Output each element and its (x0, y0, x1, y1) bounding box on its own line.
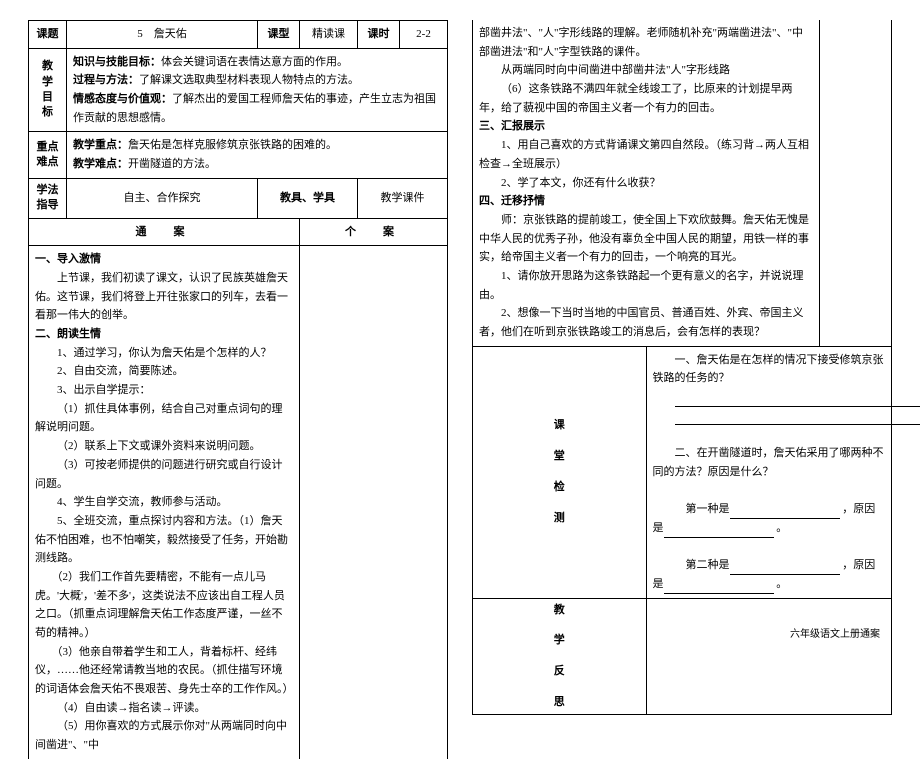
reflect-content (646, 598, 892, 715)
rp-1: 部凿井法"、"人"字形线路的理解。老师随机补充"两端凿进法"、"中部凿进法"和"… (479, 24, 813, 61)
right-top-right-empty (820, 20, 892, 346)
row-test: 课堂检测 一、詹天佑是在怎样的情况下接受修筑京张铁路的任务的？ 二、在开凿隧道时… (473, 346, 892, 598)
kp-2: 教学难点：开凿隧道的方法。 (73, 155, 441, 174)
value-keti: 5 詹天佑 (67, 21, 258, 49)
right-top-left: 部凿井法"、"人"字形线路的理解。老师随机补充"两端凿进法"、"中部凿进法"和"… (473, 20, 820, 346)
tools-value: 教学课件 (358, 178, 448, 218)
goal-2: 过程与方法：了解课文选取典型材料表现人物特点的方法。 (73, 71, 441, 90)
p-2c1: （1）抓住具体事例，结合自己对重点词句的理解说明问题。 (35, 400, 293, 437)
q2: 二、在开凿隧道时，詹天佑采用了哪两种不同的方法？原因是什么？ (653, 444, 886, 481)
rp-2: （6）这条铁路不满四年就全线竣工了，比原来的计划提早两年，给了藐视中国的帝国主义… (479, 80, 813, 117)
rp-3b: 2、学了本文，你还有什么收获？ (479, 174, 813, 193)
label-keshi: 课时 (358, 21, 400, 49)
q1-line2 (653, 407, 886, 426)
p-2g: （3）他亲自带着学生和工人，背着标杆、经纬仪，……他还经常请教当地的农民。（抓住… (35, 643, 293, 699)
label-keti: 课题 (29, 21, 67, 49)
right-table: 部凿井法"、"人"字形线路的理解。老师随机补充"两端凿进法"、"中部凿进法"和"… (472, 20, 892, 715)
method-value: 自主、合作探究 (67, 178, 258, 218)
q1-line1 (653, 388, 886, 407)
goal-3: 情感态度与价值观：了解杰出的爱国工程师詹天佑的事迹，产生立志为祖国作贡献的思想感… (73, 90, 441, 127)
goal-1: 知识与技能目标：体会关键词语在表情达意方面的作用。 (73, 53, 441, 72)
body-left: 一、导入激情 上节课，我们初读了课文，认识了民族英雄詹天佑。这节课，我们将登上开… (29, 246, 300, 759)
label-method: 学法指导 (29, 178, 67, 218)
row-reflect: 教学反思 (473, 598, 892, 715)
label-keypoints: 重点难点 (29, 132, 67, 178)
left-page: 课题 5 詹天佑 课型 精读课 课时 2-2 教学目标 知识与技能目标：体会关键… (28, 20, 448, 759)
test-content: 一、詹天佑是在怎样的情况下接受修筑京张铁路的任务的？ 二、在开凿隧道时，詹天佑采… (646, 346, 892, 598)
row-case-header: 通 案 个 案 (29, 218, 448, 246)
p-2c: 3、出示自学提示： (35, 381, 293, 400)
value-keshi: 2-2 (400, 21, 448, 49)
rp-1b: 从两端同时向中间凿进中部凿井法"人"字形线路 (479, 61, 813, 80)
ans1: 第一种是 ，原因是 。 (653, 500, 886, 537)
rp-4b: 1、请你放开思路为这条铁路起一个更有意义的名字，并说说理由。 (479, 267, 813, 304)
p-2d: 4、学生自学交流，教师参与活动。 (35, 493, 293, 512)
rp-4a: 师：京张铁路的提前竣工，使全国上下欢欣鼓舞。詹天佑无愧是中华人民的优秀子孙，他没… (479, 211, 813, 267)
row-keypoints: 重点难点 教学重点：詹天佑是怎样克服修筑京张铁路的困难的。 教学难点：开凿隧道的… (29, 132, 448, 178)
ans2: 第二种是 ，原因是 。 (653, 556, 886, 593)
p-2e: 5、全班交流，重点探讨内容和方法。（1）詹天佑不怕困难，也不怕嘲笑，毅然接受了任… (35, 512, 293, 568)
row-method: 学法指导 自主、合作探究 教具、学具 教学课件 (29, 178, 448, 218)
label-test: 课堂检测 (473, 346, 647, 598)
p-2h: （4）自由读→指名读→评读。 (35, 699, 293, 718)
h-4: 四、迁移抒情 (479, 192, 813, 211)
h-2: 二、朗读生情 (35, 325, 293, 344)
goals-content: 知识与技能目标：体会关键词语在表情达意方面的作用。 过程与方法：了解课文选取典型… (67, 48, 448, 132)
label-reflect: 教学反思 (473, 598, 647, 715)
label-goals: 教学目标 (29, 48, 67, 132)
row-title: 课题 5 詹天佑 课型 精读课 课时 2-2 (29, 21, 448, 49)
h-3: 三、汇报展示 (479, 117, 813, 136)
row-goals: 教学目标 知识与技能目标：体会关键词语在表情达意方面的作用。 过程与方法：了解课… (29, 48, 448, 132)
p-1: 上节课，我们初读了课文，认识了民族英雄詹天佑。这节课，我们将登上开往张家口的列车… (35, 269, 293, 325)
row-body: 一、导入激情 上节课，我们初读了课文，认识了民族英雄詹天佑。这节课，我们将登上开… (29, 246, 448, 759)
page-footer: 六年级语文上册通案 (790, 625, 880, 640)
q1: 一、詹天佑是在怎样的情况下接受修筑京张铁路的任务的？ (653, 351, 886, 388)
p-2c3: （3）可按老师提供的问题进行研究或自行设计问题。 (35, 456, 293, 493)
rp-3a: 1、用自己喜欢的方式背诵课文第四自然段。（练习背→两人互相检查→全班展示） (479, 136, 813, 173)
left-table: 课题 5 詹天佑 课型 精读课 课时 2-2 教学目标 知识与技能目标：体会关键… (28, 20, 448, 759)
label-gean: 个 案 (300, 218, 448, 246)
right-page: 部凿井法"、"人"字形线路的理解。老师随机补充"两端凿进法"、"中部凿进法"和"… (472, 20, 892, 759)
h-1: 一、导入激情 (35, 250, 293, 269)
body-right-empty (300, 246, 448, 759)
label-kexing: 课型 (258, 21, 300, 49)
label-tongan: 通 案 (29, 218, 300, 246)
value-kexing: 精读课 (300, 21, 358, 49)
row-right-top: 部凿井法"、"人"字形线路的理解。老师随机补充"两端凿进法"、"中部凿进法"和"… (473, 20, 892, 346)
p-2c2: （2）联系上下文或课外资料来说明问题。 (35, 437, 293, 456)
p-2f: （2）我们工作首先要精密，不能有一点儿马虎。'大概'，'差不多'，这类说法不应该… (35, 568, 293, 643)
p-2b: 2、自由交流，简要陈述。 (35, 362, 293, 381)
label-tools: 教具、学具 (258, 178, 358, 218)
p-2i: （5）用你喜欢的方式展示你对"从两端同时向中间凿进"、"中 (35, 717, 293, 754)
rp-4c: 2、想像一下当时当地的中国官员、普通百姓、外宾、帝国主义者，他们在听到京张铁路竣… (479, 304, 813, 341)
keypoints-content: 教学重点：詹天佑是怎样克服修筑京张铁路的困难的。 教学难点：开凿隧道的方法。 (67, 132, 448, 178)
p-2a: 1、通过学习，你认为詹天佑是个怎样的人？ (35, 344, 293, 363)
kp-1: 教学重点：詹天佑是怎样克服修筑京张铁路的困难的。 (73, 136, 441, 155)
